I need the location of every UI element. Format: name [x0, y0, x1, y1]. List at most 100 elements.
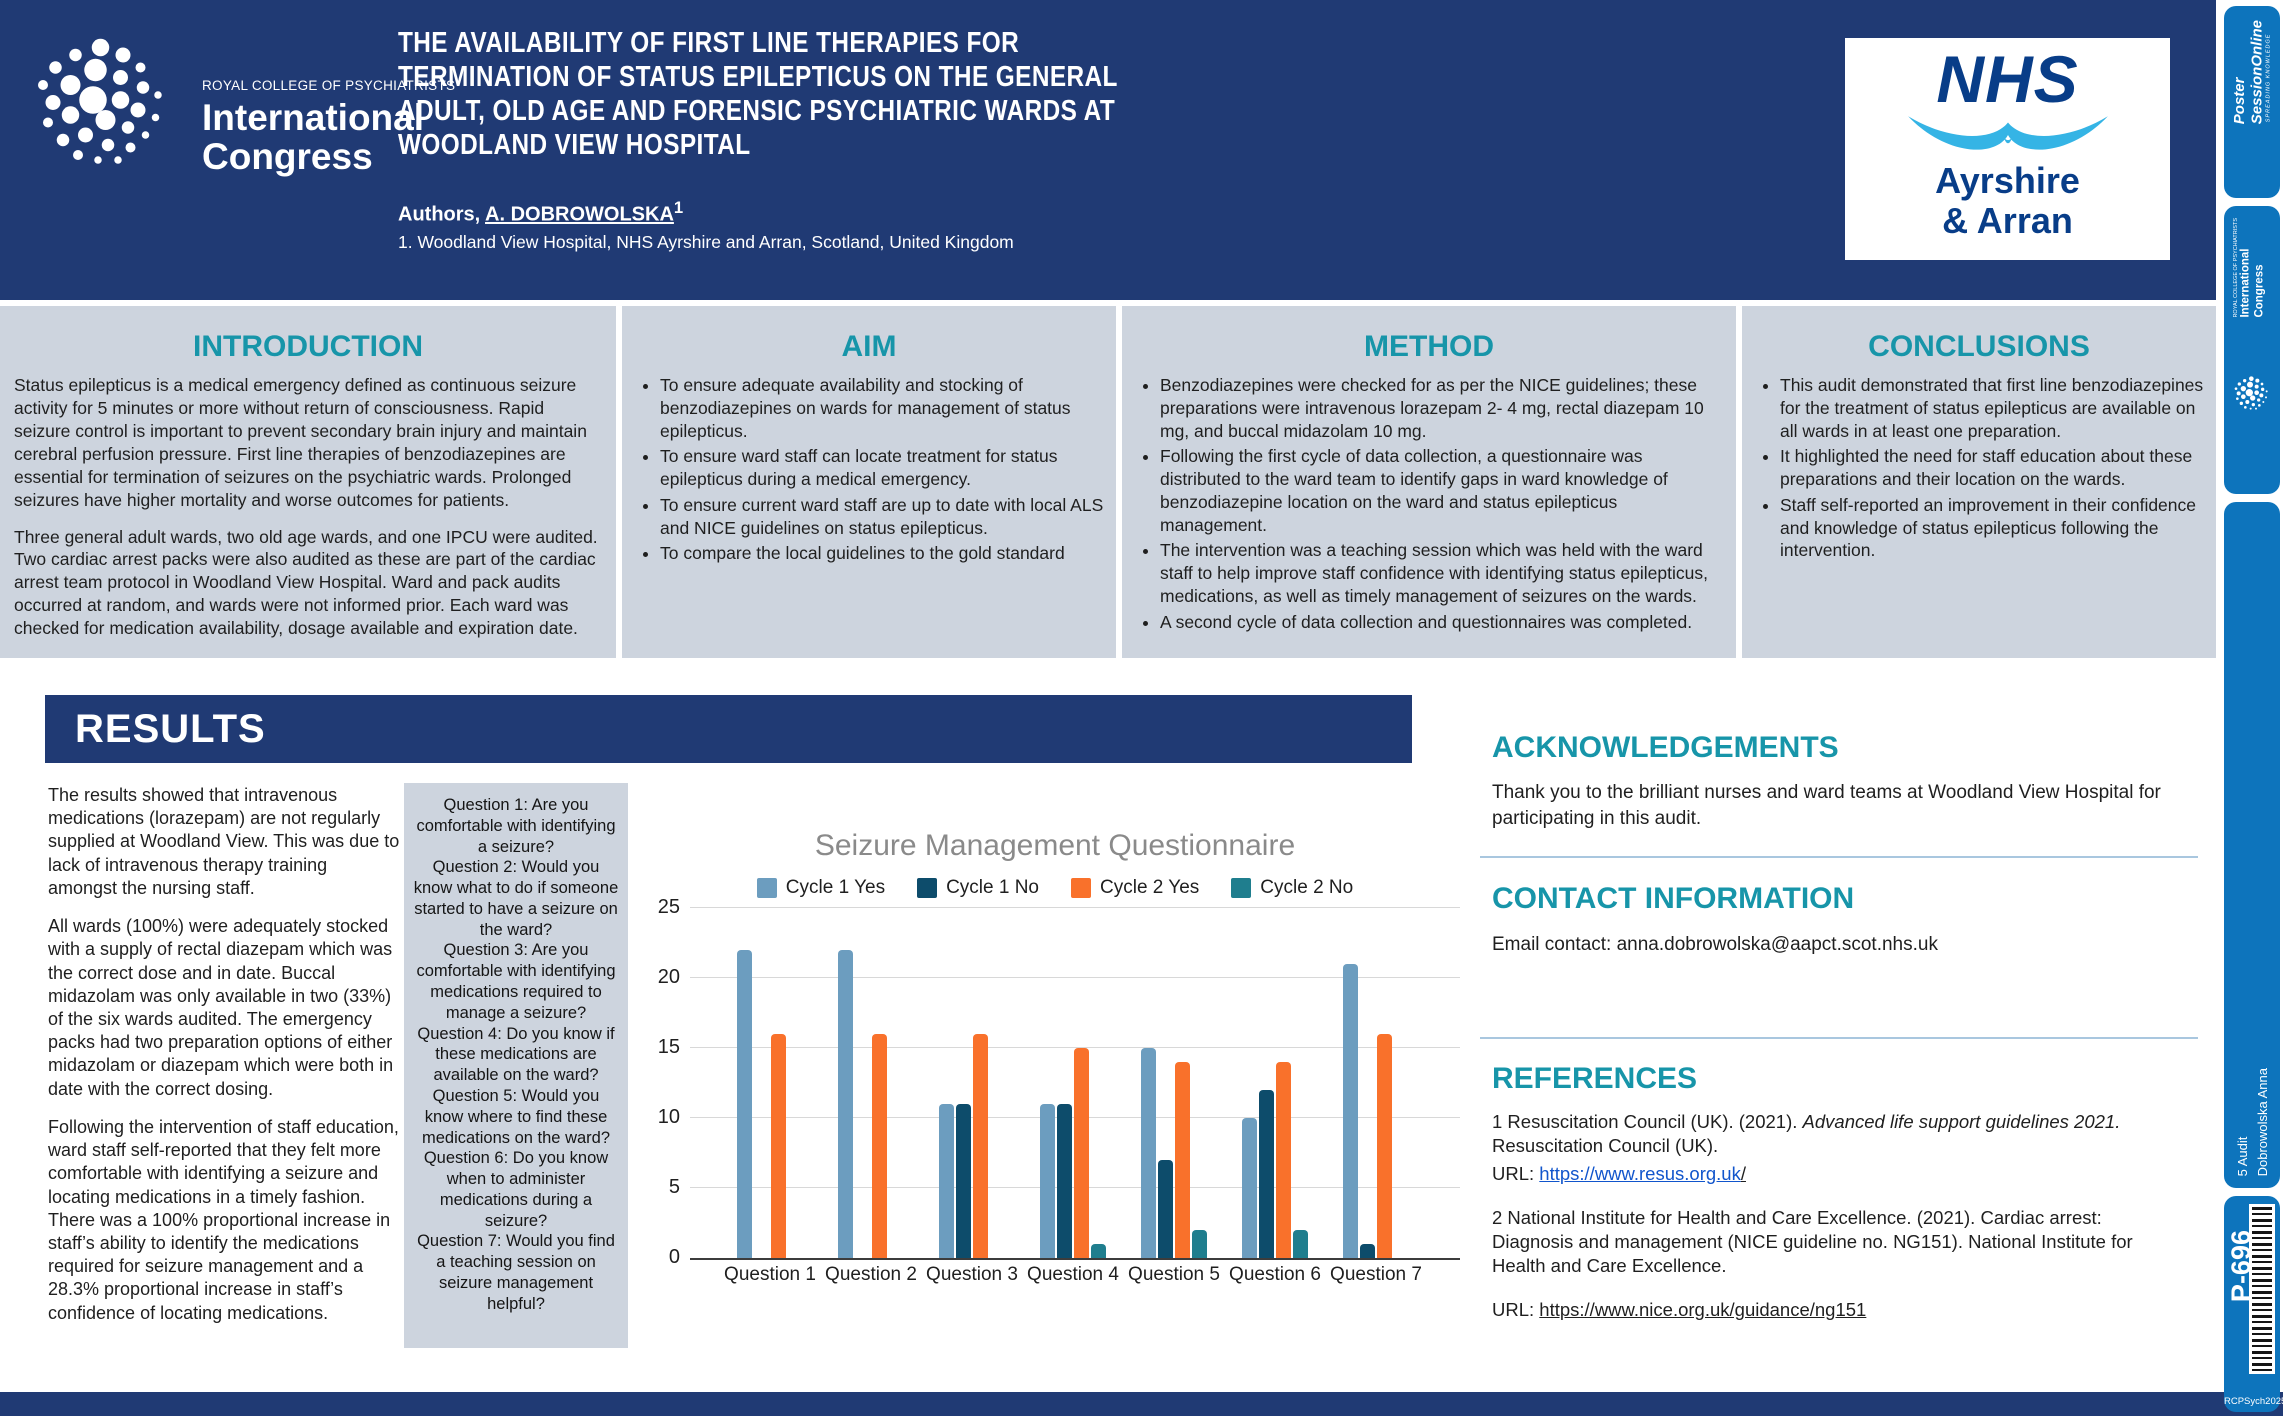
references-heading: REFERENCES [1492, 1062, 1698, 1095]
questionnaire-item: Question 6: Do you know when to administ… [423, 1149, 609, 1230]
x-axis-tick-label: Question 7 [1330, 1264, 1422, 1285]
bar-group [1141, 908, 1207, 1258]
reference-1: 1 Resuscitation Council (UK). (2021). Ad… [1492, 1110, 2152, 1158]
column-divider [1736, 306, 1742, 658]
section-divider [1480, 1037, 2198, 1039]
aim-bullet: To ensure adequate availability and stoc… [660, 374, 1106, 442]
bar [1242, 1118, 1257, 1258]
nhs-region-line1: Ayrshire [1935, 160, 2080, 201]
section-divider [1480, 856, 2198, 858]
x-axis-tick-label: Question 5 [1128, 1264, 1220, 1285]
bar [973, 1034, 988, 1258]
sidebar-poster-id-badge: P-696 RCPSych2025 [2224, 1196, 2283, 1412]
bar-group [838, 908, 904, 1258]
bar-slot [1360, 908, 1375, 1258]
bar-slot [1377, 908, 1392, 1258]
bar-slot [956, 908, 971, 1258]
bar-slot [1091, 908, 1106, 1258]
gridline [690, 907, 1460, 908]
sidebar-congress-logo: ROYAL COLLEGE OF PSYCHIATRISTS Internati… [2233, 218, 2267, 318]
nhs-swoosh-icon [1907, 116, 2108, 150]
legend-swatch [1231, 878, 1252, 898]
section-conclusions: CONCLUSIONS This audit demonstrated that… [1742, 306, 2216, 658]
legend-label: Cycle 1 Yes [785, 877, 886, 898]
contact-heading: CONTACT INFORMATION [1492, 882, 1855, 915]
results-heading-bar: RESULTS [45, 695, 1412, 763]
bar-slot [1259, 908, 1274, 1258]
nice-link[interactable]: https://www.nice.org.uk/guidance/ng151 [1539, 1299, 1867, 1321]
barcode [2249, 1204, 2275, 1374]
bar [1377, 1034, 1392, 1258]
contact-email-text: Email contact: anna.dobrowolska@aapct.sc… [1492, 934, 1938, 955]
conclusions-bullet: This audit demonstrated that first line … [1780, 374, 2206, 442]
questionnaire-item: Question 3: Are you comfortable with ide… [416, 941, 616, 1022]
postersessiononline-logo: Poster SessionOnline SPREADING KNOWLEDGE [2231, 20, 2272, 124]
reference-1-rest: Resuscitation Council (UK). [1492, 1135, 1719, 1157]
pso-line2: SessionOnline [2248, 20, 2266, 125]
sidebar-congress-badge: ROYAL COLLEGE OF PSYCHIATRISTS Internati… [2224, 206, 2280, 494]
acknowledgements-text: Thank you to the brilliant nurses and wa… [1492, 782, 2161, 829]
questionnaire-item: Question 7: Would you find a teaching se… [417, 1232, 615, 1313]
bar-slot [1040, 908, 1055, 1258]
bar-slot [1074, 908, 1089, 1258]
reference-1-title: Advanced life support guidelines 2021. [1802, 1111, 2121, 1132]
x-axis-tick-label: Question 2 [825, 1264, 917, 1285]
bar-slot [1057, 908, 1072, 1258]
pso-tagline: SPREADING KNOWLEDGE [2265, 33, 2272, 123]
gridline [690, 977, 1460, 978]
bar-group [1040, 908, 1106, 1258]
url-label: URL: [1492, 1163, 1540, 1185]
bar-slot [872, 908, 887, 1258]
y-axis-tick-label: 5 [668, 1176, 680, 1198]
legend-item: Cycle 1 No [917, 877, 1039, 899]
results-paragraph: The results showed that intravenous medi… [48, 785, 400, 898]
column-divider [1116, 306, 1122, 658]
url-label: URL: [1492, 1299, 1540, 1321]
bar-slot [788, 908, 803, 1258]
aim-body: To ensure adequate availability and stoc… [622, 374, 1116, 565]
y-axis-tick-label: 10 [657, 1106, 680, 1128]
y-axis-tick-label: 0 [668, 1246, 680, 1268]
authors-line: Authors, A. DOBROWOLSKA1 [398, 198, 683, 227]
bar-group [1343, 908, 1409, 1258]
bar-group [1242, 908, 1308, 1258]
aim-bullet: To ensure current ward staff are up to d… [660, 494, 1106, 540]
sidebar-congress-line2: Congress [2253, 264, 2266, 318]
nhs-region-line2: & Arran [1942, 199, 2073, 241]
bar [1040, 1104, 1055, 1258]
header-band: ROYAL COLLEGE OF PSYCHIATRISTS Internati… [0, 0, 2216, 300]
bar-slot [1276, 908, 1291, 1258]
y-axis-tick-label: 15 [657, 1036, 680, 1058]
poster-author-name: Dobrowolska Anna [2255, 1067, 2271, 1176]
congress-tag: RCPSych2025 [2224, 1396, 2283, 1407]
bar [1175, 1062, 1190, 1258]
method-bullet: The intervention was a teaching session … [1160, 539, 1726, 607]
rcpsych-org-label: ROYAL COLLEGE OF PSYCHIATRISTS [202, 78, 456, 93]
introduction-paragraph: Status epilepticus is a medical emergenc… [14, 375, 587, 510]
gridline [690, 1047, 1460, 1048]
sidebar-meta-text: 5 Audit Dobrowolska Anna [2233, 1068, 2273, 1176]
x-axis-tick-label: Question 4 [1027, 1264, 1119, 1285]
bar-slot [1158, 908, 1173, 1258]
sidebar-congress-org: ROYAL COLLEGE OF PSYCHIATRISTS [2233, 218, 2239, 318]
bar [1091, 1244, 1106, 1258]
method-body: Benzodiazepines were checked for as per … [1122, 374, 1736, 633]
poster-category: 5 Audit [2235, 1136, 2250, 1176]
reference-1-url-line: URL: https://www.resus.org.uk/ [1492, 1162, 2152, 1186]
introduction-paragraph: Three general adult wards, two old age w… [14, 526, 598, 639]
legend-item: Cycle 2 Yes [1071, 877, 1199, 899]
references-body: 1 Resuscitation Council (UK). (2021). Ad… [1492, 1110, 2152, 1326]
bar [737, 950, 752, 1258]
bar-slot [1141, 908, 1156, 1258]
bar [1074, 1048, 1089, 1258]
resus-link[interactable]: https://www.resus.org.uk [1539, 1163, 1741, 1185]
nhs-wordmark: NHS [1936, 42, 2079, 116]
chart-legend: Cycle 1 Yes Cycle 1 No Cycle 2 Yes Cycle 2 … [640, 877, 1470, 899]
seizure-questionnaire-chart: Seizure Management Questionnaire Cycle 1… [640, 815, 1470, 1340]
poster-title-line: TERMINATION OF STATUS EPILEPTICUS ON THE… [398, 61, 1118, 93]
acknowledgements-heading: ACKNOWLEDGEMENTS [1492, 731, 1839, 764]
bar [771, 1034, 786, 1258]
bar-slot [990, 908, 1005, 1258]
conclusions-bullet: Staff self-reported an improvement in th… [1780, 494, 2206, 562]
